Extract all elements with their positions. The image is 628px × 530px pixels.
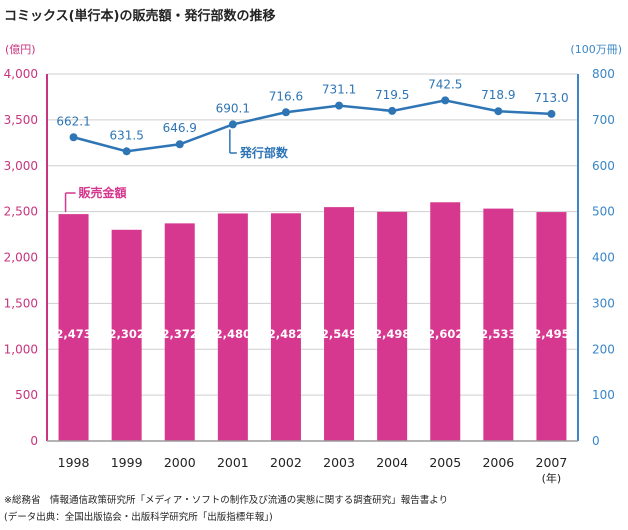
line-point [388, 106, 397, 115]
right-tick-label: 400 [592, 251, 615, 265]
line-series: 662.1 631.5 646.9 690.1 716.6 731.1 719.5 742.5… [56, 77, 568, 160]
left-tick-label: 2,500 [4, 205, 38, 219]
right-tick-label: 700 [592, 113, 615, 127]
right-tick-label: 0 [592, 434, 600, 448]
bar-value-label: 2,498 [374, 327, 410, 341]
bar-value-label: 2,480 [215, 327, 251, 341]
line-value-label: 631.5 [109, 128, 143, 142]
x-tick-label: 2006 [482, 455, 514, 470]
bar [536, 212, 567, 441]
bar-value-label: 2,482 [268, 327, 304, 341]
bar [111, 229, 142, 441]
line-point [547, 109, 556, 118]
data-source-note: (データ出典：全国出版協会・出版科学研究所「出版指標年報」) [4, 512, 273, 523]
bar [324, 207, 355, 441]
bar-value-label: 2,549 [321, 327, 357, 341]
left-tick-label: 1,000 [4, 342, 38, 356]
line-point [441, 96, 450, 105]
left-tick-label: 1,500 [4, 296, 38, 310]
right-tick-label: 300 [592, 296, 615, 310]
x-tick-label: 1998 [58, 455, 90, 470]
right-tick-label: 500 [592, 205, 615, 219]
line-point [122, 147, 131, 156]
bar [58, 214, 89, 441]
line-value-label: 742.5 [428, 77, 462, 91]
x-tick-label: 1999 [111, 455, 143, 470]
line-path [73, 99, 552, 153]
left-tick-label: 3,500 [4, 113, 38, 127]
line-value-label: 718.9 [481, 88, 515, 102]
x-tick-label: 2003 [323, 455, 355, 470]
bar [164, 223, 195, 441]
axis-labels: 0 500 1,000 1,500 2,000 2,500 3,000 3,500 4,000 0… [4, 43, 622, 485]
line-value-label: 646.9 [163, 121, 197, 135]
chart-title: コミックス(単行本)の販売額・発行部数の推移 [4, 9, 276, 24]
line-point [69, 133, 78, 142]
line-value-label: 719.5 [375, 88, 409, 102]
line-legend-label: 発行部数 [239, 145, 289, 160]
x-tick-label: 2000 [164, 455, 196, 470]
line-value-label: 690.1 [216, 101, 250, 115]
right-tick-label: 600 [592, 159, 615, 173]
x-tick-label: 2004 [376, 455, 408, 470]
line-point [335, 101, 344, 110]
line-value-label: 716.6 [269, 89, 303, 103]
x-tick-label: 2002 [270, 455, 302, 470]
x-tick-label: 2005 [429, 455, 461, 470]
line-point [494, 107, 503, 116]
line-point [175, 140, 184, 149]
bar [430, 202, 461, 441]
line-point [228, 120, 237, 129]
chart: 2,473 2,302 2,372 2,480 2,482 2,549 2,498 2,602… [4, 43, 622, 485]
bar [270, 213, 301, 441]
bar-value-label: 2,302 [108, 327, 144, 341]
right-tick-label: 200 [592, 342, 615, 356]
left-tick-label: 0 [30, 434, 38, 448]
left-tick-label: 3,000 [4, 159, 38, 173]
left-tick-label: 4,000 [4, 67, 38, 81]
bar-series: 2,473 2,302 2,372 2,480 2,482 2,549 2,498 2,602… [55, 185, 570, 441]
line-value-label: 713.0 [534, 91, 568, 105]
x-axis-unit: (年) [542, 471, 562, 485]
right-axis-unit: (100万冊) [570, 43, 622, 56]
bar-value-label: 2,495 [533, 327, 569, 341]
left-tick-label: 2,000 [4, 251, 38, 265]
bar-legend-label: 販売金額 [79, 185, 127, 200]
line-value-label: 731.1 [322, 83, 356, 97]
bar-value-label: 2,602 [427, 327, 463, 341]
bar [377, 211, 408, 441]
right-tick-label: 100 [592, 388, 615, 402]
bar [483, 208, 514, 441]
x-tick-label: 2001 [217, 455, 249, 470]
line-point [281, 108, 290, 117]
left-axis-unit: (億円) [5, 43, 36, 56]
x-tick-label: 2007 [536, 455, 568, 470]
axes [46, 74, 579, 442]
bar [217, 213, 248, 441]
left-tick-label: 500 [15, 388, 38, 402]
bar-value-label: 2,473 [55, 327, 91, 341]
source-note: ※総務省 情報通信政策研究所「メディア・ソフトの制作及び流通の実態に関する調査研… [4, 495, 449, 506]
bar-value-label: 2,372 [162, 327, 198, 341]
bar-value-label: 2,533 [480, 327, 516, 341]
line-value-label: 662.1 [56, 114, 90, 128]
right-tick-label: 800 [592, 67, 615, 81]
